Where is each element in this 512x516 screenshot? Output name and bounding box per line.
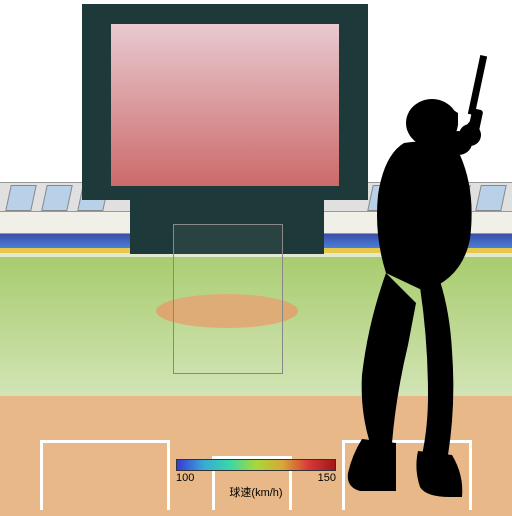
velocity-label: 球速(km/h) <box>162 484 350 500</box>
strike-zone <box>173 224 283 374</box>
velocity-ticks: 100 150 <box>176 472 336 484</box>
batters-box-left <box>40 440 170 510</box>
tick-min: 100 <box>176 472 194 484</box>
velocity-color-bar <box>176 459 336 471</box>
stand-window <box>5 185 37 211</box>
tick-max: 150 <box>318 472 336 484</box>
pitch-location-diagram: 100 150 球速(km/h) <box>0 0 512 512</box>
velocity-legend: 100 150 球速(km/h) <box>162 459 350 500</box>
scoreboard-screen <box>111 24 339 186</box>
stand-window <box>41 185 73 211</box>
batter-silhouette <box>312 55 512 505</box>
